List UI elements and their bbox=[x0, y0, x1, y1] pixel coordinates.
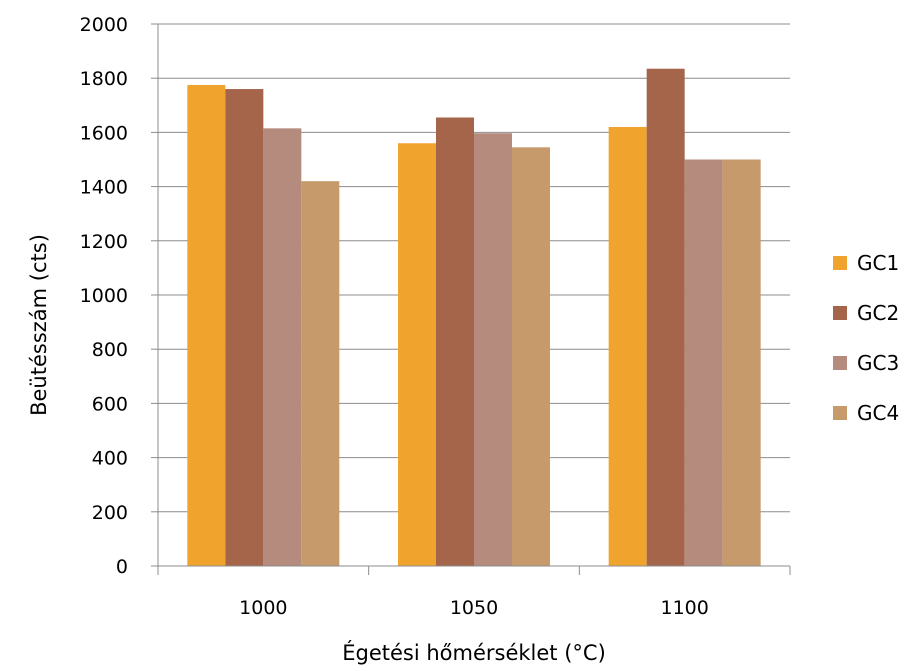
bar-gc1-1000 bbox=[187, 84, 226, 566]
bar-gc1-1100 bbox=[608, 126, 647, 566]
bar-gc2-1100 bbox=[646, 68, 685, 566]
x-tick-label: 1100 bbox=[660, 597, 708, 619]
y-tick-label: 400 bbox=[92, 448, 128, 470]
y-tick-labels: 0 200 400 600 800 1000 1200 1400 1600 1800 2000 bbox=[80, 14, 128, 578]
bar-gc4-1000 bbox=[301, 181, 340, 566]
y-tick-label: 800 bbox=[92, 339, 128, 361]
y-tick-label: 600 bbox=[92, 393, 128, 415]
bar-gc2-1000 bbox=[225, 89, 264, 566]
bar-gc2-1050 bbox=[436, 117, 474, 567]
y-tick-label: 2000 bbox=[80, 14, 128, 36]
y-tick-label: 0 bbox=[116, 556, 128, 578]
y-tick-label: 1800 bbox=[80, 68, 128, 90]
axes bbox=[151, 23, 791, 575]
legend-label-gc1: GC1 bbox=[857, 251, 899, 275]
x-tick-label: 1000 bbox=[239, 597, 287, 619]
bars bbox=[187, 68, 761, 567]
legend-label-gc3: GC3 bbox=[857, 351, 899, 375]
legend-label-gc2: GC2 bbox=[857, 301, 899, 325]
y-tick-label: 1000 bbox=[80, 285, 128, 307]
y-tick-label: 200 bbox=[92, 502, 128, 524]
bar-gc3-1100 bbox=[684, 159, 723, 566]
legend: GC1 GC2 GC3 GC4 bbox=[833, 251, 899, 425]
x-tick-label: 1050 bbox=[450, 597, 498, 619]
y-axis-title: Beütésszám (cts) bbox=[27, 234, 51, 416]
y-tick-label: 1200 bbox=[80, 231, 128, 253]
bar-gc1-1050 bbox=[398, 143, 436, 567]
bar-gc3-1050 bbox=[474, 133, 512, 566]
bar-gc4-1100 bbox=[722, 159, 761, 566]
legend-swatch-gc4 bbox=[833, 406, 847, 420]
bar-gc4-1050 bbox=[512, 147, 550, 566]
y-tick-label: 1600 bbox=[80, 122, 128, 144]
y-tick-label: 1400 bbox=[80, 177, 128, 199]
legend-swatch-gc2 bbox=[833, 306, 847, 320]
x-tick-labels: 1000 1050 1100 bbox=[239, 597, 709, 619]
x-axis-title: Égetési hőmérséklet (°C) bbox=[342, 640, 606, 665]
legend-swatch-gc3 bbox=[833, 356, 847, 370]
legend-swatch-gc1 bbox=[833, 256, 847, 270]
legend-label-gc4: GC4 bbox=[857, 401, 899, 425]
bar-gc3-1000 bbox=[263, 128, 302, 566]
